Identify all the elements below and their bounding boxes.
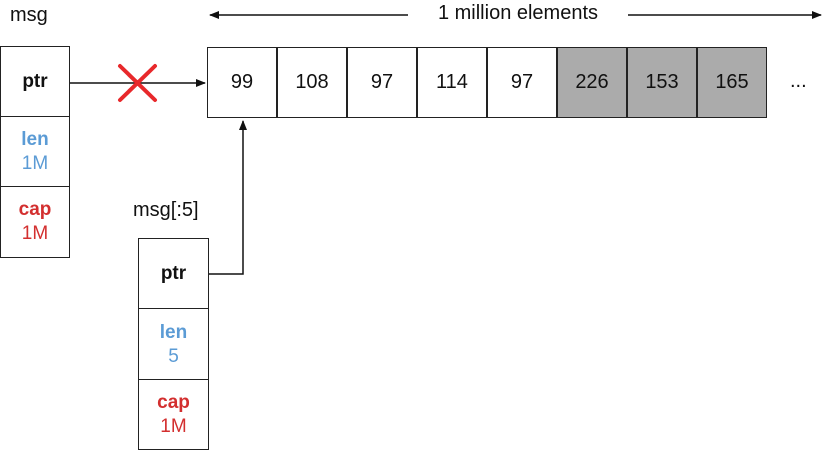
- span-label: 1 million elements: [437, 2, 599, 24]
- msg-cap-value: 1M: [21, 223, 49, 244]
- msg-len-value: 1M: [21, 153, 49, 174]
- msg-ptr-box: ptr: [0, 46, 70, 118]
- array-cell: 153: [627, 47, 697, 118]
- msg-label: msg: [10, 4, 48, 26]
- array-cell: 114: [417, 47, 487, 118]
- slice-cap-box: cap 1M: [138, 379, 209, 450]
- msg-len-label: len: [21, 129, 49, 151]
- cross-icon: [118, 64, 157, 102]
- array-cell: 97: [347, 47, 417, 118]
- array-cell: 97: [487, 47, 557, 118]
- msg-cap-label: cap: [18, 199, 52, 221]
- array-cell: 165: [697, 47, 767, 118]
- slice-len-value: 5: [168, 345, 179, 367]
- array-ellipsis: ...: [790, 70, 807, 92]
- slice-ptr-box: ptr: [138, 238, 209, 310]
- slice-ptr-label: ptr: [160, 263, 187, 285]
- msg-cap-box: cap 1M: [0, 186, 70, 258]
- slice-ptr-arrow: [209, 120, 247, 275]
- msg-slice-label: msg[:5]: [133, 199, 199, 221]
- array-cell: 99: [207, 47, 277, 118]
- array-cell: 108: [277, 47, 347, 118]
- msg-len-box: len 1M: [0, 116, 70, 188]
- array-cell: 226: [557, 47, 627, 118]
- msg-ptr-label: ptr: [22, 71, 48, 93]
- slice-len-box: len 5: [138, 308, 209, 381]
- slice-cap-value: 1M: [160, 415, 187, 437]
- slice-cap-label: cap: [157, 391, 190, 413]
- slice-len-label: len: [159, 321, 188, 343]
